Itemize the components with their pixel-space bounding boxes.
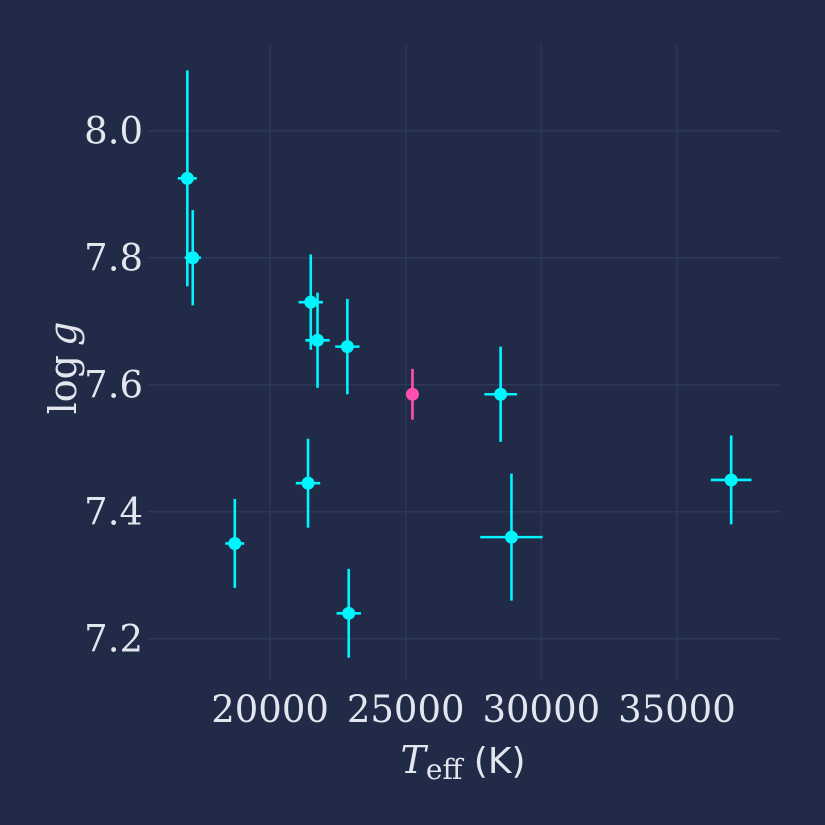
y-tick-labels: 7.2 7.4 7.6 7.8 8.0 — [84, 110, 143, 661]
x-tick-label: 20000 — [211, 688, 329, 731]
y-tick-label: 7.4 — [84, 491, 143, 534]
x-tick-label: 35000 — [618, 688, 736, 731]
data-point — [335, 299, 360, 395]
y-tick-label: 7.8 — [84, 237, 143, 280]
x-tick-label: 30000 — [482, 688, 600, 731]
data-point — [710, 435, 752, 525]
data-point — [305, 292, 330, 388]
point-marker — [504, 530, 518, 544]
data-point — [177, 70, 197, 287]
y-tick-label: 8.0 — [84, 110, 143, 153]
point-marker — [304, 295, 318, 309]
data-point — [336, 568, 361, 658]
data-point — [480, 473, 543, 601]
point-marker — [405, 387, 419, 401]
data-point — [298, 254, 323, 350]
x-tick-labels: 20000 25000 30000 35000 — [211, 688, 736, 731]
y-axis-label: logg — [41, 322, 85, 415]
point-marker — [301, 476, 315, 490]
point-marker — [186, 251, 200, 265]
y-tick-label: 7.2 — [84, 618, 143, 661]
point-marker — [228, 536, 242, 550]
highlighted-data-point — [405, 368, 419, 420]
y-tick-label: 7.6 — [84, 364, 143, 407]
x-axis-label: Teff (K) — [401, 738, 526, 786]
x-tick-label: 25000 — [347, 688, 465, 731]
data-point — [295, 438, 321, 528]
data-point — [225, 499, 245, 588]
data-point — [484, 346, 517, 442]
point-marker — [311, 333, 325, 347]
point-marker — [340, 340, 354, 354]
grid-lines — [148, 45, 780, 680]
point-marker — [342, 606, 356, 620]
point-marker — [724, 473, 738, 487]
data-point — [184, 210, 201, 306]
data-points — [177, 70, 752, 658]
point-marker — [494, 387, 508, 401]
point-marker — [180, 171, 194, 185]
